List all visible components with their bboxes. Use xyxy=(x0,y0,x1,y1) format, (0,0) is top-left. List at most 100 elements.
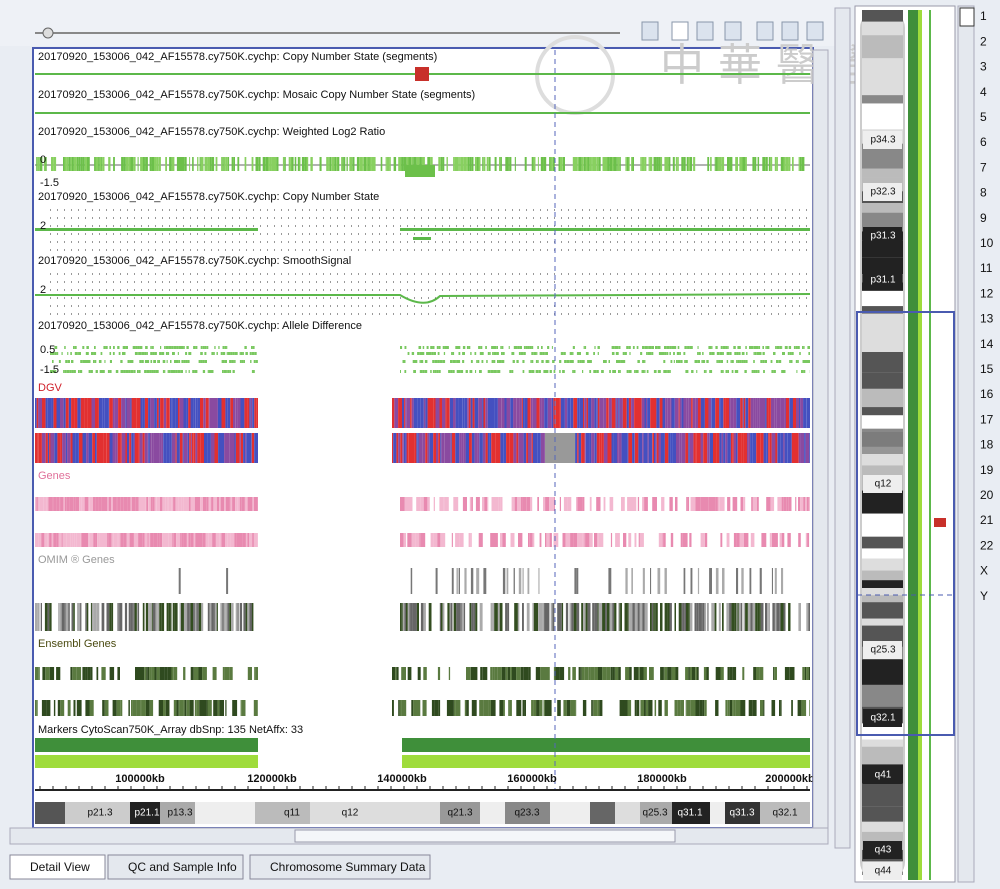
omim-gene xyxy=(441,603,443,631)
omim-gene xyxy=(152,603,156,631)
gene xyxy=(243,533,246,547)
omim-gene xyxy=(507,603,510,631)
omim-gene xyxy=(406,603,408,631)
dgv-variant xyxy=(402,433,404,463)
gene xyxy=(219,497,221,511)
gene xyxy=(798,497,801,511)
ideogram-band-label: p13.3 xyxy=(167,808,192,819)
dgv-variant xyxy=(104,433,107,463)
allele-points xyxy=(546,370,549,373)
gene xyxy=(589,497,592,511)
gene xyxy=(470,533,472,547)
gene xyxy=(197,497,201,511)
ensembl-gene xyxy=(222,667,225,680)
log2-signal xyxy=(158,157,161,171)
allele-points xyxy=(170,360,172,363)
omim-gene xyxy=(738,603,741,631)
gene xyxy=(230,533,235,547)
dgv-variant xyxy=(450,433,452,463)
allele-points xyxy=(745,346,747,349)
ensembl-gene xyxy=(774,700,776,716)
allele-points xyxy=(174,360,176,363)
allele-points xyxy=(801,370,804,373)
allele-points xyxy=(733,346,736,349)
gene xyxy=(56,497,60,511)
band-label-bg xyxy=(863,766,902,784)
dgv-variant xyxy=(229,433,231,463)
allele-points xyxy=(73,370,76,373)
ensembl-gene xyxy=(582,700,587,716)
dgv-variant xyxy=(713,433,717,463)
axis-label: 0.5 xyxy=(40,344,55,356)
allele-points xyxy=(93,360,95,363)
allele-points xyxy=(204,352,207,355)
ensembl-gene xyxy=(599,700,603,716)
allele-points xyxy=(475,370,477,373)
gene xyxy=(93,533,96,547)
allele-points xyxy=(500,346,502,349)
chromosome-band xyxy=(862,168,903,178)
dgv-variant xyxy=(157,398,159,428)
ensembl-gene xyxy=(140,700,142,716)
dgv-variant xyxy=(410,398,412,428)
gene xyxy=(194,497,198,511)
omim-gene xyxy=(625,568,628,594)
omim-gene xyxy=(538,603,541,631)
allele-points xyxy=(784,346,788,349)
gene xyxy=(771,533,777,547)
allele-points xyxy=(566,360,570,363)
allele-points xyxy=(497,370,501,373)
omim-gene xyxy=(40,603,42,631)
gene xyxy=(628,533,632,547)
cnv-bar xyxy=(908,10,918,880)
gene xyxy=(216,497,220,511)
ensembl-gene xyxy=(35,667,39,680)
slider-knob[interactable] xyxy=(42,27,54,39)
ideogram-band-label: p21.3 xyxy=(87,808,112,819)
gene xyxy=(623,533,627,547)
allele-points xyxy=(145,346,148,349)
log2-signal xyxy=(393,157,397,171)
dgv-variant xyxy=(439,398,442,428)
gene xyxy=(133,533,135,547)
log2-signal xyxy=(53,157,57,171)
ensembl-gene xyxy=(636,700,640,716)
ensembl-gene xyxy=(625,667,630,680)
ensembl-gene xyxy=(189,700,194,716)
allele-points xyxy=(160,346,162,349)
allele-points xyxy=(597,352,599,355)
cnv-bar xyxy=(929,10,931,880)
dgv-variant xyxy=(615,398,617,428)
dgv-variant xyxy=(732,433,734,463)
omim-gene xyxy=(772,603,775,631)
ensembl-gene xyxy=(671,667,676,680)
dgv-variant xyxy=(647,398,651,428)
dgv-variant xyxy=(516,398,520,428)
dgv-variant xyxy=(631,398,634,428)
allele-points xyxy=(138,352,140,355)
omim-gene xyxy=(400,603,402,631)
omim-gene xyxy=(193,603,195,631)
allele-points xyxy=(576,352,579,355)
dgv-variant xyxy=(789,398,793,428)
omim-gene xyxy=(585,603,588,631)
chromosome-item: 4 xyxy=(980,85,987,99)
allele-points xyxy=(485,346,487,349)
log2-signal xyxy=(223,157,226,171)
allele-points xyxy=(744,370,747,373)
allele-points xyxy=(234,360,236,363)
allele-points xyxy=(65,360,68,363)
allele-points xyxy=(481,360,484,363)
dgv-variant xyxy=(474,433,478,463)
allele-points xyxy=(691,370,694,373)
omim-gene xyxy=(145,603,148,631)
gene xyxy=(553,497,555,511)
log2-signal xyxy=(151,157,154,171)
log2-signal xyxy=(385,157,387,171)
omim-gene xyxy=(134,603,137,631)
allele-points xyxy=(448,370,451,373)
omim-gene xyxy=(186,603,188,631)
ensembl-gene xyxy=(702,700,705,716)
allele-points xyxy=(130,370,134,373)
copy-number-line xyxy=(400,228,810,231)
